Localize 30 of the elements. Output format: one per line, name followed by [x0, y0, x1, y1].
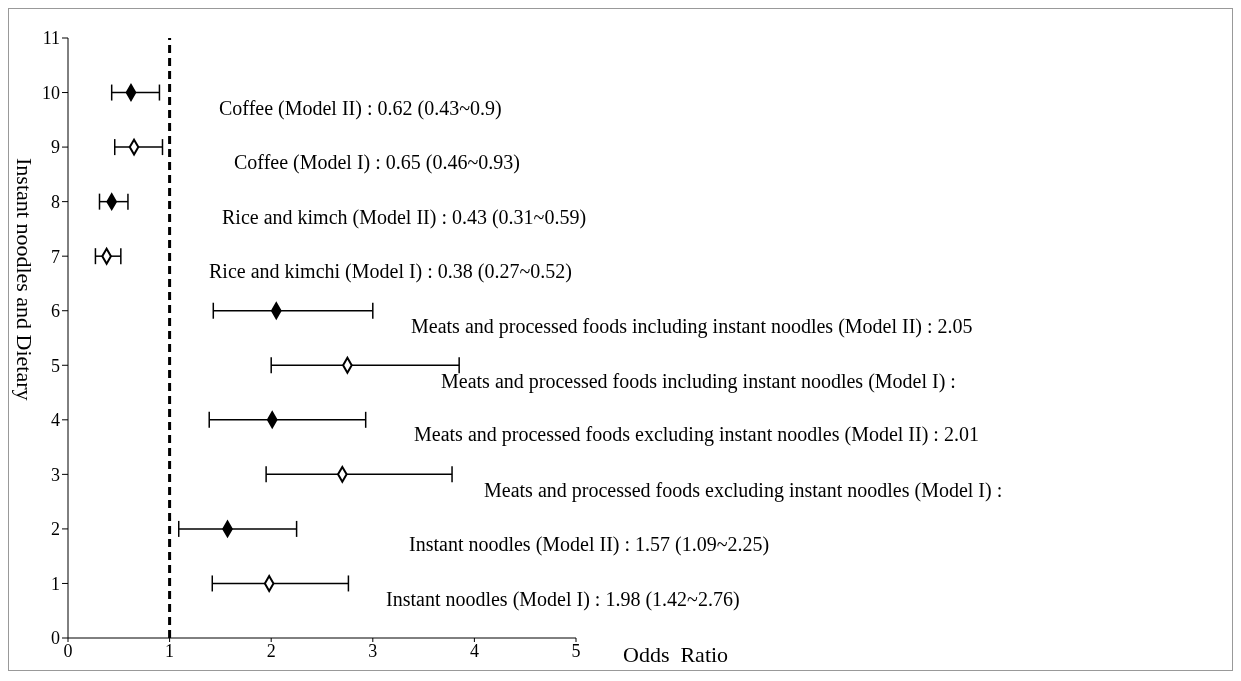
- annotation: Rice and kimchi (Model I) : 0.38 (0.27~0.52): [209, 260, 572, 283]
- annotation: Meats and processed foods excluding instant noodles (Model I) :: [484, 479, 1003, 502]
- y-axis-title: Instant noodles and Dietary: [11, 158, 37, 401]
- y-tick-label: 10: [42, 82, 60, 103]
- y-tick-label: 3: [51, 464, 60, 485]
- y-tick-label: 11: [42, 28, 60, 49]
- y-tick-label: 7: [51, 246, 60, 267]
- annotation: Coffee (Model II) : 0.62 (0.43~0.9): [219, 97, 502, 120]
- annotation: Meats and processed foods including instant noodles (Model I) :: [441, 370, 956, 393]
- annotation: Instant noodles (Model I) : 1.98 (1.42~2.76): [386, 588, 740, 611]
- x-tick-label: 4: [469, 640, 479, 661]
- x-tick-label: 5: [571, 640, 581, 661]
- annotation: Rice and kimch (Model II) : 0.43 (0.31~0.59): [222, 206, 587, 229]
- x-axis-title: Odds Ratio: [623, 642, 729, 668]
- y-tick-label: 4: [51, 410, 60, 431]
- annotation: Meats and processed foods excluding instant noodles (Model II) : 2.01: [414, 423, 979, 446]
- x-tick-label: 3: [368, 640, 378, 661]
- y-tick-label: 1: [51, 573, 60, 594]
- x-tick-label: 1: [165, 640, 175, 661]
- point: [263, 575, 275, 592]
- x-tick-label: 2: [266, 640, 276, 661]
- annotation: Instant noodles (Model II) : 1.57 (1.09~2.25): [409, 533, 770, 556]
- annotation: Coffee (Model I) : 0.65 (0.46~0.93): [234, 151, 520, 174]
- y-tick-label: 5: [51, 355, 60, 376]
- y-tick-label: 6: [51, 301, 60, 322]
- y-tick-label: 2: [51, 519, 60, 540]
- y-tick-label: 9: [51, 137, 60, 158]
- y-tick-label: 8: [51, 192, 60, 213]
- annotation: Meats and processed foods including instant noodles (Model II) : 2.05: [411, 315, 973, 338]
- point: [125, 84, 137, 101]
